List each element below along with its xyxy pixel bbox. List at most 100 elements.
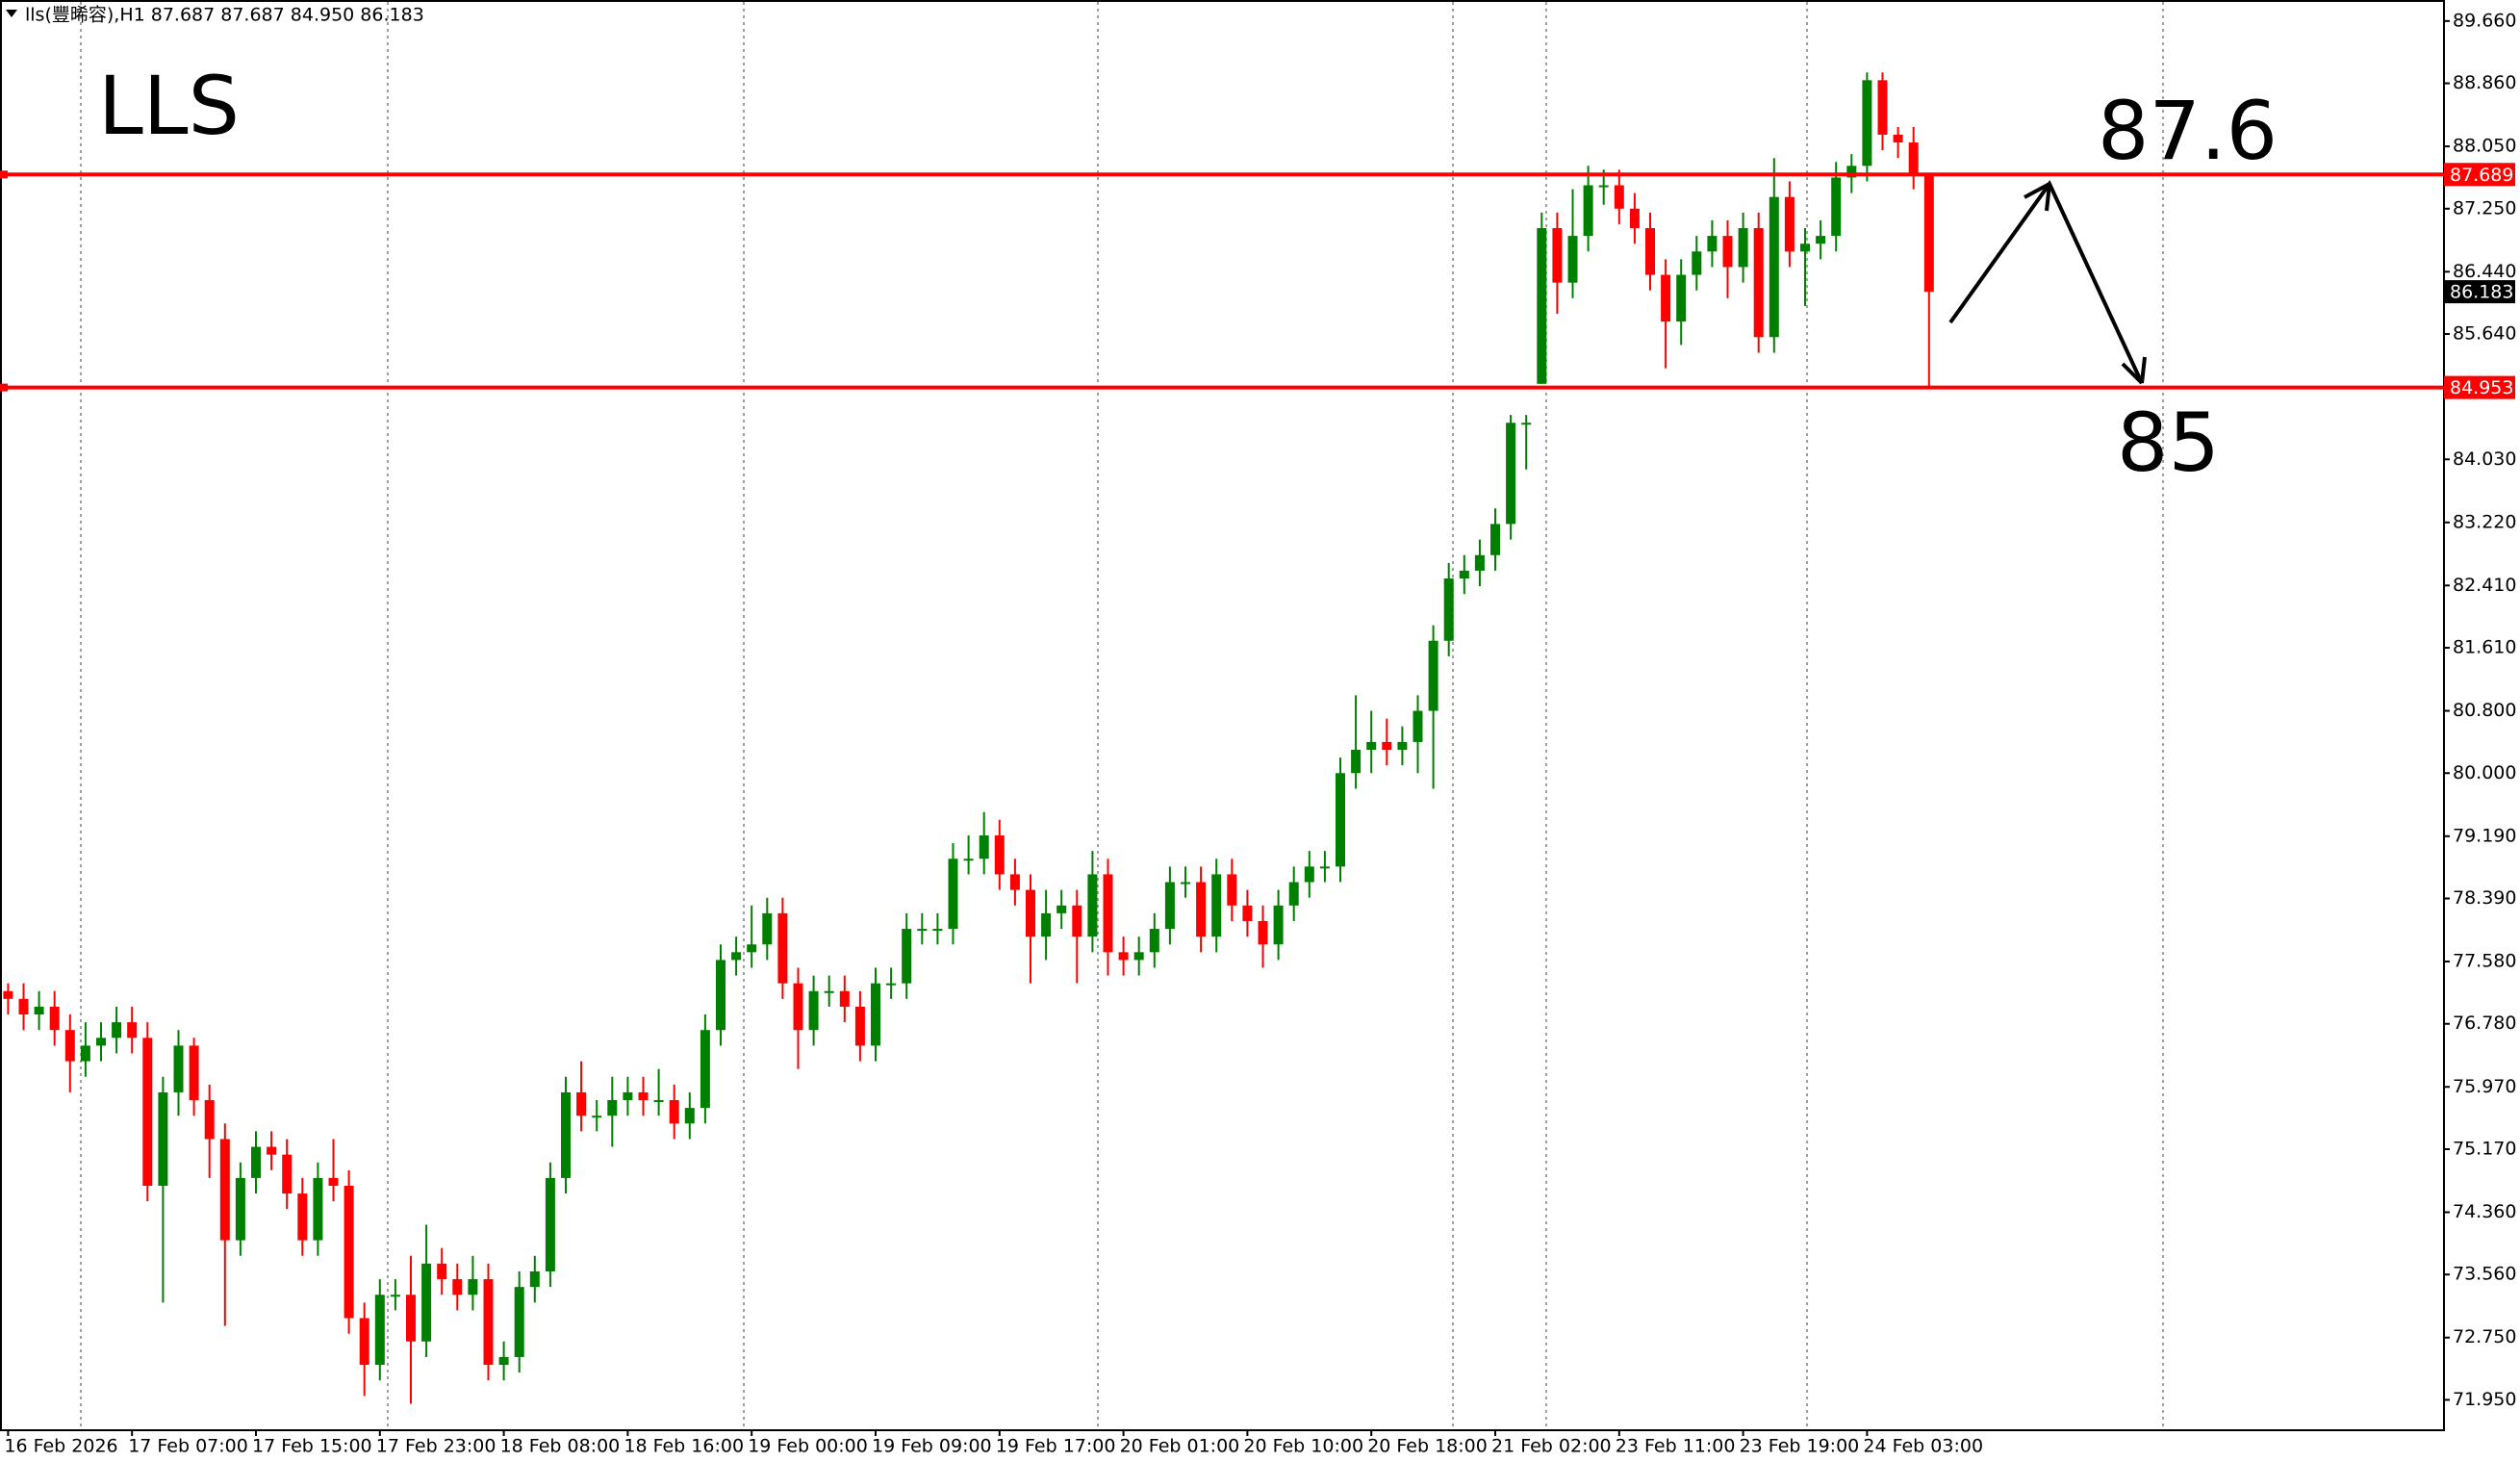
candle-body: [297, 1193, 308, 1241]
candle-body: [854, 1006, 865, 1046]
candle-body: [1366, 741, 1377, 750]
candle-body: [669, 1100, 679, 1124]
y-tick-label: 83.220: [2453, 511, 2516, 532]
candle-body: [1273, 905, 1284, 945]
candle-body: [1149, 929, 1159, 953]
x-tick-label: 23 Feb 19:00: [1740, 1436, 1860, 1457]
candle-body: [80, 1045, 90, 1062]
candle-body: [328, 1177, 339, 1186]
candle-body: [189, 1045, 199, 1101]
candle-body: [623, 1091, 633, 1101]
candle-body: [747, 944, 757, 953]
candle-body: [777, 912, 788, 984]
candle-body: [1753, 228, 1764, 338]
candle-body: [1056, 905, 1067, 913]
candle-body: [1336, 773, 1345, 867]
candle-body: [1661, 274, 1671, 322]
candle-body: [1893, 134, 1903, 143]
candle-body: [1923, 174, 1934, 293]
level-label: 84.953: [2450, 377, 2513, 398]
candle-body: [793, 983, 803, 1031]
candle-body: [1629, 208, 1640, 229]
x-tick-label: 19 Feb 17:00: [996, 1436, 1116, 1457]
candle-body: [1103, 874, 1113, 953]
candle-body: [948, 859, 958, 930]
candle-body: [932, 929, 943, 932]
candle-body: [18, 998, 29, 1015]
candle-body: [112, 1022, 122, 1039]
y-tick-label: 75.970: [2453, 1076, 2516, 1097]
candle-body: [1319, 866, 1330, 869]
candle-body: [545, 1177, 555, 1271]
candle-body: [1738, 228, 1748, 268]
candle-body: [871, 983, 880, 1046]
candle-body: [1227, 874, 1237, 906]
candle-body: [374, 1295, 385, 1366]
arrow-head: [2024, 182, 2051, 212]
chart-header: lls(豐晞容),H1 87.687 87.687 84.950 86.183: [25, 5, 424, 26]
candle-body: [1072, 905, 1082, 937]
candle-body: [96, 1038, 106, 1046]
candle-body: [313, 1177, 323, 1241]
candle-body: [994, 834, 1005, 875]
x-tick-label: 20 Feb 18:00: [1367, 1436, 1488, 1457]
candle-body: [158, 1091, 168, 1186]
candle-body: [1521, 423, 1532, 425]
x-tick-label: 18 Feb 08:00: [500, 1436, 621, 1457]
candle-body: [251, 1146, 261, 1178]
arrow-head: [2121, 356, 2147, 385]
level-label: 87.689: [2450, 165, 2513, 186]
x-tick-label: 20 Feb 01:00: [1120, 1436, 1240, 1457]
y-tick-label: 72.750: [2453, 1326, 2516, 1347]
candle-body: [1692, 251, 1702, 275]
level-label-box: [2444, 163, 2515, 187]
candle-body: [344, 1185, 354, 1319]
candle-body: [1877, 80, 1888, 135]
candle-body: [917, 929, 928, 932]
candle-body: [1800, 244, 1810, 252]
candle-body: [700, 1030, 710, 1109]
y-tick-label: 77.580: [2453, 951, 2516, 972]
candle-body: [1181, 882, 1190, 885]
plot-frame: [0, 0, 2445, 1431]
x-tick-label: 24 Feb 03:00: [1863, 1436, 1983, 1457]
x-tick-label: 17 Feb 15:00: [252, 1436, 372, 1457]
candle-body: [1722, 236, 1733, 268]
x-tick-label: 21 Feb 02:00: [1491, 1436, 1612, 1457]
candle-body: [1707, 236, 1718, 252]
y-tick-label: 86.440: [2453, 261, 2516, 282]
candle-body: [1009, 874, 1020, 890]
candle-body: [1784, 196, 1795, 252]
candle-body: [638, 1091, 649, 1101]
candle-body: [1769, 196, 1779, 338]
candle-body: [1026, 889, 1035, 937]
x-tick-label: 20 Feb 10:00: [1243, 1436, 1363, 1457]
candle-body: [1428, 640, 1438, 711]
candle-body: [1196, 882, 1207, 937]
y-tick-label: 89.660: [2453, 10, 2516, 31]
candle-body: [49, 1006, 60, 1031]
candle-body: [34, 1006, 44, 1015]
candle-body: [1908, 142, 1919, 174]
x-tick-label: 23 Feb 11:00: [1616, 1436, 1736, 1457]
x-tick-label: 19 Feb 09:00: [872, 1436, 992, 1457]
candle-body: [1537, 228, 1547, 384]
candle-body: [406, 1295, 416, 1342]
y-tick-label: 88.860: [2453, 72, 2516, 93]
candle-body: [561, 1091, 571, 1178]
y-tick-label: 81.610: [2453, 637, 2516, 658]
candle-body: [979, 834, 989, 859]
candle-body: [1474, 554, 1485, 571]
candle-body: [607, 1100, 618, 1116]
candle-body: [1288, 882, 1299, 906]
candle-body: [267, 1146, 277, 1155]
candle-body: [1614, 185, 1624, 209]
candle-body: [963, 859, 974, 861]
y-tick-label: 87.250: [2453, 197, 2516, 218]
x-tick-label: 18 Feb 16:00: [624, 1436, 744, 1457]
candle-body: [1862, 80, 1872, 167]
candle-body: [282, 1154, 293, 1194]
candle-body: [1133, 952, 1144, 961]
